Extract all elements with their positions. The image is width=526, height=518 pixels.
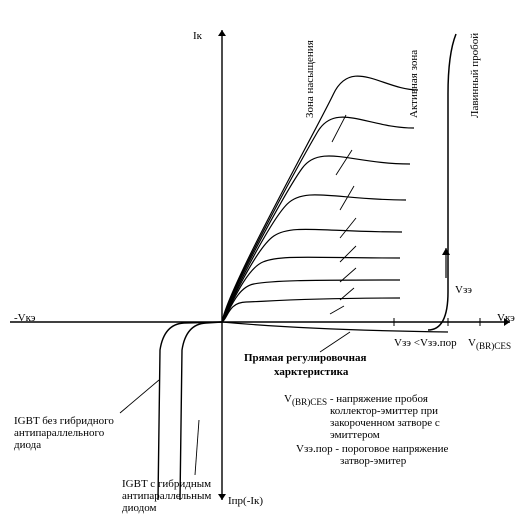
igbt-without-diode-line3: диода bbox=[14, 439, 41, 451]
vze-label: Vзэ bbox=[455, 284, 472, 296]
caption-line2: харктеристика bbox=[274, 366, 348, 378]
vbrces-def-line2: коллектор-эмиттер при bbox=[330, 405, 438, 417]
igbt-with-diode-line1: IGBT с гибридным bbox=[122, 478, 211, 490]
y-axis-top-label: Iк bbox=[193, 30, 202, 42]
x-axis-right-label: Vкэ bbox=[497, 312, 515, 324]
vzepor-def-line2: затвор-эмитер bbox=[340, 455, 406, 467]
vbrces-def-line3: закороченном затворе с bbox=[330, 417, 440, 429]
avalanche-label: Лавинный пробой bbox=[469, 33, 481, 118]
igbt-with-diode-line2: антипараллельным bbox=[122, 490, 211, 502]
caption-line1: Прямая регулировочная bbox=[244, 352, 366, 364]
vbr-tick-label: V(BR)CES bbox=[468, 337, 511, 351]
igbt-without-diode-line2: антипараллельного bbox=[14, 427, 104, 439]
igbt-without-diode-line1: IGBT без гибридного bbox=[14, 415, 114, 427]
x-axis-left-label: -Vкэ bbox=[14, 312, 36, 324]
chart-svg bbox=[0, 0, 526, 518]
saturation-zone-label: Зона насыщения bbox=[304, 40, 316, 118]
igbt-with-diode-line3: диодом bbox=[122, 502, 157, 514]
active-zone-label: Активная зона bbox=[408, 50, 420, 118]
vbrces-def-line4: эмиттером bbox=[330, 429, 380, 441]
vzepor-def-line1: Vзэ.пор - пороговое напряжение bbox=[296, 443, 448, 455]
vze-condition-label: Vзэ <Vзэ.пор bbox=[394, 337, 457, 349]
y-axis-bottom-label: Iпр(-Iк) bbox=[228, 495, 263, 507]
